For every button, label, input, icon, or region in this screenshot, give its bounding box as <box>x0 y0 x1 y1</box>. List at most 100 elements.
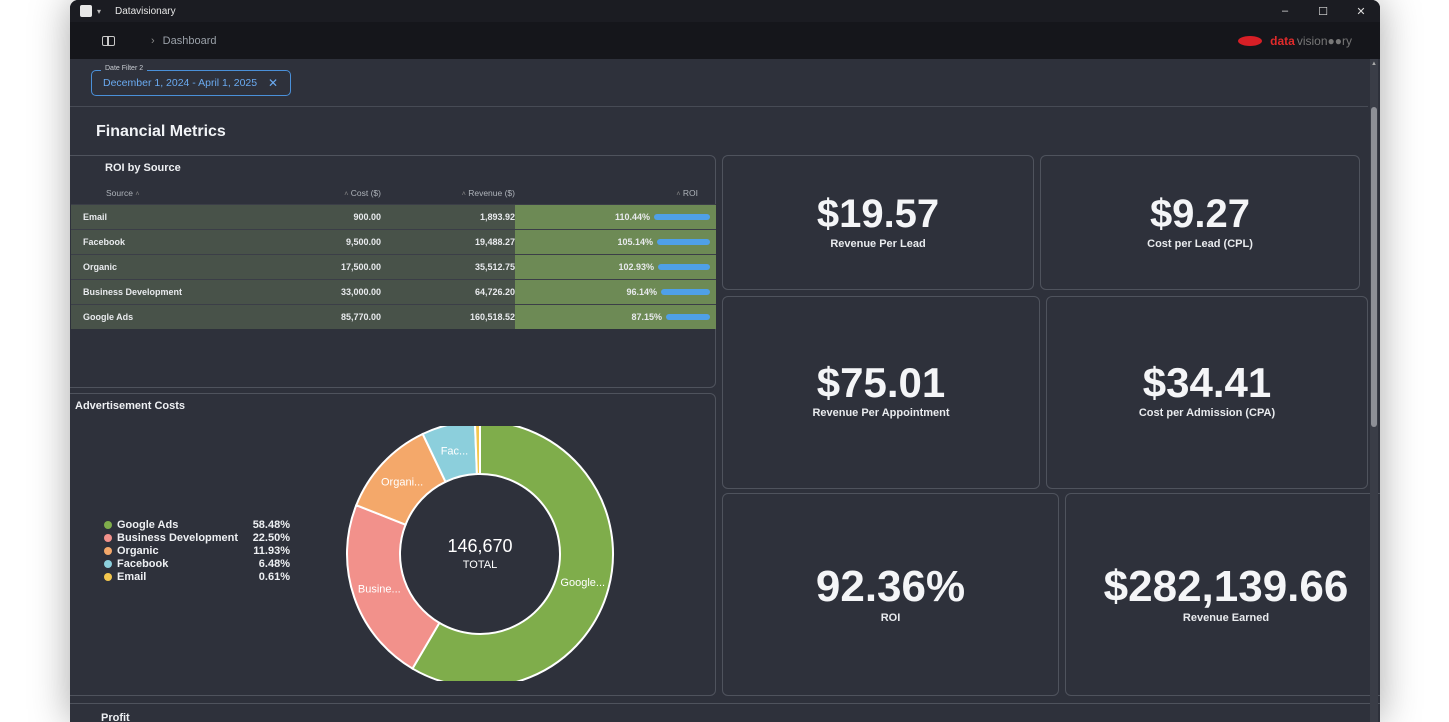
roi-value: 87.15% <box>631 311 662 322</box>
col-header-source[interactable]: Source ˄ <box>106 187 140 198</box>
slice-label: Google... <box>560 577 605 589</box>
close-button[interactable]: ✕ <box>1356 5 1366 18</box>
legend-dot <box>104 572 112 581</box>
legend-name: Email <box>117 570 147 583</box>
legend-pct: 11.93% <box>253 544 290 557</box>
dashboard-content: Date Filter 2 December 1, 2024 - April 1… <box>70 59 1380 722</box>
legend-item[interactable]: Email 0.61% <box>104 570 290 583</box>
col-header-cost[interactable]: ˄ Cost ($) <box>344 187 381 198</box>
cell-revenue: 160,518.52 <box>381 303 515 329</box>
breadcrumb[interactable]: Dashboard <box>162 34 217 47</box>
kpi-cost-per-admission: $34.41 Cost per Admission (CPA) <box>1046 296 1368 489</box>
title-bar: ▾ Datavisionary – ☐ ✕ <box>70 0 1380 22</box>
sidebar-toggle-icon[interactable] <box>102 35 115 46</box>
col-header-roi[interactable]: ˄ ROI <box>676 187 698 198</box>
kpi-revenue-per-lead: $19.57 Revenue Per Lead <box>722 155 1034 290</box>
legend-pct: 22.50% <box>252 531 290 544</box>
table-row[interactable]: Google Ads 85,770.00 160,518.52 87.15% <box>71 303 716 329</box>
cell-revenue: 1,893.92 <box>381 203 515 229</box>
slice-label: Organi... <box>381 476 423 488</box>
vertical-scrollbar[interactable]: ▲ <box>1370 59 1378 722</box>
app-menu-chevron-icon[interactable]: ▾ <box>97 6 102 16</box>
cell-revenue: 35,512.75 <box>381 253 515 279</box>
kpi-revenue-earned: $282,139.66 Revenue Earned <box>1065 493 1380 696</box>
ad-costs-title: Advertisement Costs <box>75 400 186 412</box>
cell-source: Google Ads <box>71 303 266 329</box>
minimize-button[interactable]: – <box>1281 4 1289 17</box>
kpi-revenue-per-appointment: $75.01 Revenue Per Appointment <box>722 296 1040 489</box>
legend-item[interactable]: Google Ads 58.48% <box>104 518 290 531</box>
divider <box>70 106 1368 107</box>
cell-cost: 900.00 <box>266 203 381 229</box>
slice-label: Fac... <box>441 446 469 458</box>
roi-bar <box>657 238 710 245</box>
cell-roi: 87.15% <box>515 303 716 329</box>
donut-slice-google-ads[interactable] <box>411 426 614 681</box>
legend-name: Facebook <box>117 557 169 570</box>
brand-text-red: data <box>1270 33 1295 48</box>
brand-eye-icon <box>1238 35 1263 46</box>
kpi-label: Revenue Earned <box>1182 612 1270 624</box>
kpi-label: Cost per Lead (CPL) <box>1147 238 1253 250</box>
roi-by-source-card: ROI by Source Source ˄ ˄ Cost ($) ˄ Reve… <box>70 155 716 388</box>
kpi-cost-per-lead: $9.27 Cost per Lead (CPL) <box>1040 155 1360 290</box>
cell-revenue: 19,488.27 <box>381 228 515 254</box>
legend-item[interactable]: Organic 11.93% <box>104 544 290 557</box>
date-filter-chip[interactable]: Date Filter 2 December 1, 2024 - April 1… <box>91 65 291 96</box>
advertisement-costs-card: Advertisement Costs Google Ads 58.48% Busi… <box>70 393 716 696</box>
cell-roi: 96.14% <box>515 278 716 304</box>
app-logo-icon[interactable] <box>80 5 92 17</box>
roi-bar <box>654 213 710 220</box>
roi-table: Source ˄ ˄ Cost ($) ˄ Revenue ($) ˄ ROI … <box>71 182 716 329</box>
cell-cost: 85,770.00 <box>266 303 381 329</box>
kpi-label: Revenue Per Lead <box>830 238 926 250</box>
legend-pct: 58.48% <box>252 518 290 531</box>
table-row[interactable]: Organic 17,500.00 35,512.75 102.93% <box>71 253 716 279</box>
legend-dot <box>104 559 112 568</box>
donut-slice-email[interactable] <box>474 426 481 476</box>
kpi-roi: 92.36% ROI <box>722 493 1059 696</box>
kpi-label: Cost per Admission (CPA) <box>1138 407 1276 419</box>
legend-name: Organic <box>117 544 159 557</box>
nav-bar: › Dashboard data vision●●ry <box>70 22 1380 59</box>
breadcrumb-chevron-icon: › <box>151 34 155 47</box>
cell-roi: 105.14% <box>515 228 716 254</box>
brand-text-gray: vision●●ry <box>1296 33 1352 48</box>
roi-bar <box>666 313 710 320</box>
col-header-revenue[interactable]: ˄ Revenue ($) <box>461 187 515 198</box>
legend-dot <box>104 546 112 555</box>
section-title: Financial Metrics <box>96 123 226 140</box>
maximize-button[interactable]: ☐ <box>1318 5 1328 18</box>
cell-source: Facebook <box>71 228 266 254</box>
scroll-thumb[interactable] <box>1371 107 1377 427</box>
cell-source: Email <box>71 203 266 229</box>
table-row[interactable]: Facebook 9,500.00 19,488.27 105.14% <box>71 228 716 254</box>
clear-filter-icon[interactable]: ✕ <box>267 76 278 90</box>
kpi-value: $19.57 <box>816 192 940 236</box>
cell-revenue: 64,726.20 <box>381 278 515 304</box>
kpi-value: $282,139.66 <box>1103 562 1349 611</box>
donut-total-label: TOTAL <box>463 559 497 571</box>
date-filter-value: December 1, 2024 - April 1, 2025 <box>103 77 258 89</box>
roi-bar <box>658 263 710 270</box>
cell-cost: 17,500.00 <box>266 253 381 279</box>
roi-value: 102.93% <box>618 261 654 272</box>
legend-name: Business Development <box>117 531 239 544</box>
date-filter-label: Date Filter 2 <box>101 65 148 72</box>
app-window: ▾ Datavisionary – ☐ ✕ › Dashboard data v… <box>70 0 1380 722</box>
kpi-label: ROI <box>880 612 901 624</box>
scroll-up-icon[interactable]: ▲ <box>1371 61 1377 67</box>
table-row[interactable]: Business Development 33,000.00 64,726.20 96… <box>71 278 716 304</box>
legend-pct: 0.61% <box>258 570 290 583</box>
cell-source: Business Development <box>71 278 266 304</box>
roi-card-title: ROI by Source <box>105 162 181 174</box>
chart-legend: Google Ads 58.48% Business Development 22.5… <box>104 518 290 583</box>
cell-roi: 110.44% <box>515 203 716 229</box>
legend-name: Google Ads <box>117 518 179 531</box>
legend-item[interactable]: Business Development 22.50% <box>104 531 290 544</box>
legend-item[interactable]: Facebook 6.48% <box>104 557 290 570</box>
window-title: Datavisionary <box>115 5 176 17</box>
brand-logo: data vision●●ry <box>1238 34 1352 48</box>
table-row[interactable]: Email 900.00 1,893.92 110.44% <box>71 203 716 229</box>
roi-bar <box>661 288 710 295</box>
